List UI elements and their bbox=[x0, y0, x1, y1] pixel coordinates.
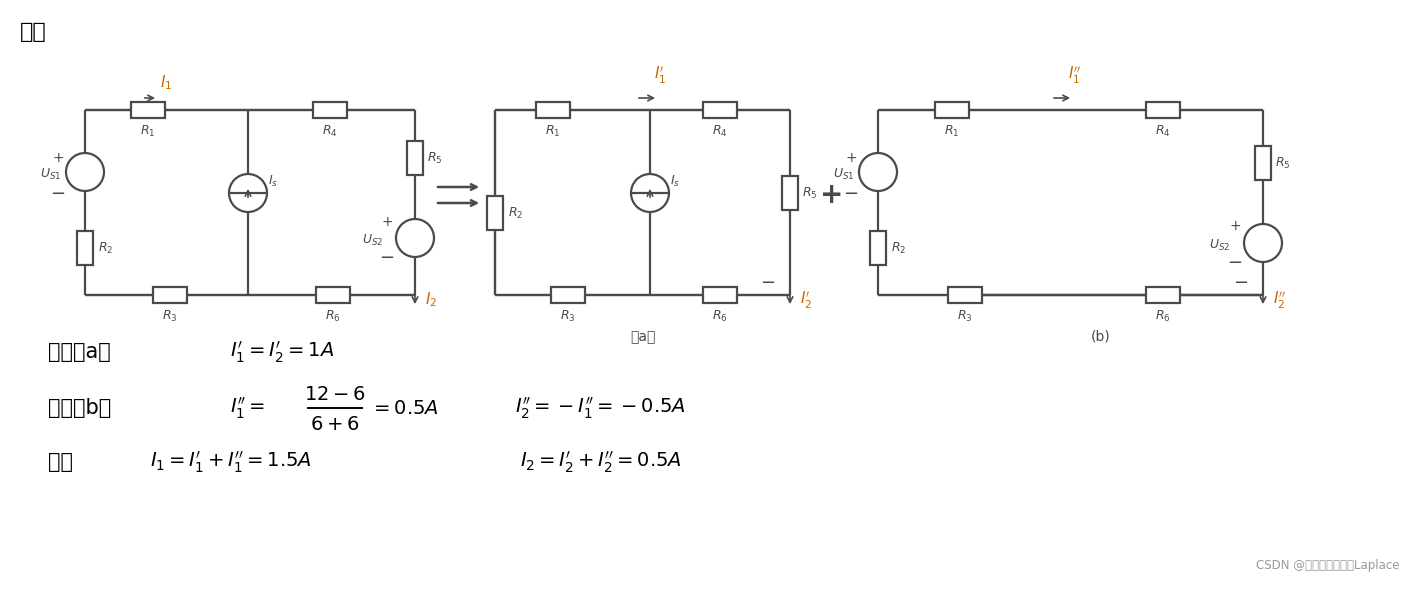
Text: 由图（b）: 由图（b） bbox=[48, 398, 111, 418]
Text: $R_6$: $R_6$ bbox=[1155, 309, 1171, 324]
Text: $I_1''$: $I_1''$ bbox=[1068, 65, 1082, 86]
Bar bbox=[935, 102, 970, 118]
Text: −: − bbox=[379, 249, 395, 267]
Text: +: + bbox=[381, 215, 392, 229]
Text: $U_{S2}$: $U_{S2}$ bbox=[362, 233, 384, 247]
Circle shape bbox=[66, 153, 104, 191]
Text: −: − bbox=[50, 185, 66, 203]
Text: −: − bbox=[843, 185, 858, 203]
Text: +: + bbox=[846, 151, 857, 165]
Text: $I_2$: $I_2$ bbox=[425, 291, 438, 310]
Bar bbox=[488, 196, 503, 230]
Text: $R_3$: $R_3$ bbox=[163, 309, 178, 324]
Text: $12-6$: $12-6$ bbox=[304, 384, 366, 404]
Text: $R_5$: $R_5$ bbox=[801, 185, 817, 201]
Text: $R_2$: $R_2$ bbox=[891, 240, 907, 256]
Text: $R_1$: $R_1$ bbox=[140, 124, 155, 139]
Text: (b): (b) bbox=[1091, 330, 1111, 344]
Bar bbox=[1255, 146, 1271, 180]
Text: $R_4$: $R_4$ bbox=[322, 124, 338, 139]
Text: $6+6$: $6+6$ bbox=[311, 414, 359, 433]
Text: +: + bbox=[820, 181, 844, 209]
Text: $I_1'' =$: $I_1'' =$ bbox=[230, 395, 265, 421]
Bar bbox=[1147, 287, 1179, 303]
Text: $R_2$: $R_2$ bbox=[508, 205, 523, 221]
Text: （a）: （a） bbox=[630, 330, 655, 344]
Text: 所以: 所以 bbox=[48, 452, 73, 472]
Bar bbox=[1147, 102, 1179, 118]
Bar bbox=[153, 287, 187, 303]
Bar bbox=[781, 176, 799, 210]
Bar bbox=[77, 231, 93, 265]
Text: $I_2'' = -I_1'' = -0.5A$: $I_2'' = -I_1'' = -0.5A$ bbox=[515, 395, 686, 421]
Bar bbox=[131, 102, 165, 118]
Text: $I_2''$: $I_2''$ bbox=[1273, 289, 1286, 311]
Text: $R_6$: $R_6$ bbox=[325, 309, 341, 324]
Text: $=0.5A$: $=0.5A$ bbox=[369, 398, 439, 417]
Bar bbox=[406, 141, 424, 175]
Circle shape bbox=[858, 153, 897, 191]
Text: $I_2'$: $I_2'$ bbox=[800, 289, 813, 311]
Bar bbox=[550, 287, 585, 303]
Bar bbox=[703, 102, 737, 118]
Text: $R_1$: $R_1$ bbox=[944, 124, 960, 139]
Text: −: − bbox=[760, 274, 776, 292]
Text: $I_2 = I_2' + I_2'' = 0.5A$: $I_2 = I_2' + I_2'' = 0.5A$ bbox=[520, 449, 682, 475]
Text: 解：: 解： bbox=[20, 22, 47, 42]
Text: $U_{S1}$: $U_{S1}$ bbox=[40, 166, 61, 182]
Text: +: + bbox=[53, 151, 64, 165]
Circle shape bbox=[230, 174, 267, 212]
Text: $R_2$: $R_2$ bbox=[98, 240, 113, 256]
Text: $I_1'$: $I_1'$ bbox=[655, 65, 666, 86]
Text: $U_{S2}$: $U_{S2}$ bbox=[1209, 237, 1231, 253]
Text: $R_6$: $R_6$ bbox=[712, 309, 727, 324]
Text: $R_1$: $R_1$ bbox=[545, 124, 560, 139]
Text: +: + bbox=[1229, 219, 1241, 233]
Text: $I_1 = I_1' + I_1'' = 1.5A$: $I_1 = I_1' + I_1'' = 1.5A$ bbox=[150, 449, 312, 475]
Text: −: − bbox=[1228, 254, 1242, 272]
Text: $R_5$: $R_5$ bbox=[426, 150, 442, 166]
Text: $R_5$: $R_5$ bbox=[1275, 156, 1291, 170]
Circle shape bbox=[1243, 224, 1282, 262]
Text: $R_3$: $R_3$ bbox=[560, 309, 576, 324]
Text: −: − bbox=[1233, 274, 1249, 292]
Text: $I_s$: $I_s$ bbox=[268, 173, 278, 188]
Text: $R_4$: $R_4$ bbox=[1155, 124, 1171, 139]
Circle shape bbox=[396, 219, 434, 257]
Circle shape bbox=[630, 174, 669, 212]
Bar bbox=[312, 102, 347, 118]
Text: $I_1' = I_2' = 1A$: $I_1' = I_2' = 1A$ bbox=[230, 339, 334, 365]
Bar bbox=[870, 231, 886, 265]
Bar bbox=[703, 287, 737, 303]
Bar bbox=[317, 287, 349, 303]
Text: $I_1$: $I_1$ bbox=[160, 73, 173, 92]
Text: $R_4$: $R_4$ bbox=[712, 124, 727, 139]
Text: CSDN @坐在高树上仰望Laplace: CSDN @坐在高树上仰望Laplace bbox=[1256, 559, 1400, 572]
Text: $U_{S1}$: $U_{S1}$ bbox=[833, 166, 854, 182]
Bar bbox=[536, 102, 570, 118]
Bar bbox=[948, 287, 983, 303]
Text: 由图（a）: 由图（a） bbox=[48, 342, 111, 362]
Text: $I_s$: $I_s$ bbox=[670, 173, 680, 188]
Text: $R_3$: $R_3$ bbox=[957, 309, 973, 324]
